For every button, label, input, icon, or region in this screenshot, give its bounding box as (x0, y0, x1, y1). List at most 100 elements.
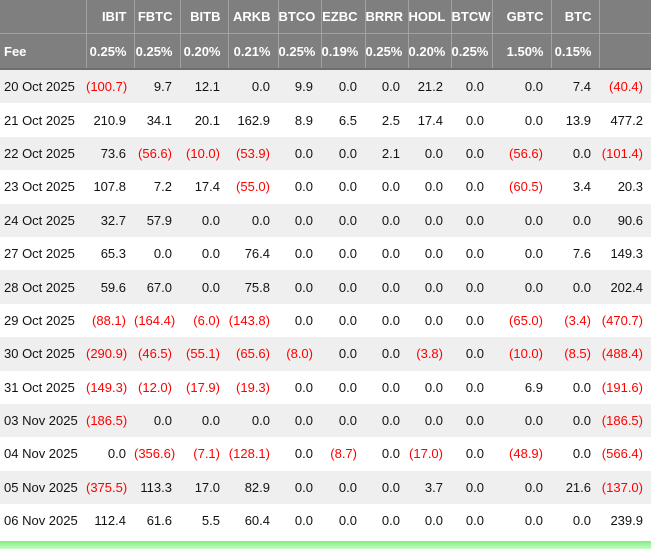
ticker-header-row: IBIT FBTC BITB ARKB BTCO EZBC BRRR HODL BTCW GBTC… (0, 0, 651, 34)
total-cell: (191.6) (601, 379, 643, 395)
flow-cell: (186.5) (86, 413, 128, 429)
column-header-btco: BTCO (277, 0, 322, 34)
flow-cell: 0.0 (338, 379, 357, 395)
flow-cell: (8.7) (330, 446, 357, 462)
flow-cell: 0.0 (524, 112, 543, 128)
flow-cell: 73.6 (100, 145, 126, 161)
date-cell: 06 Nov 2025 (4, 513, 78, 529)
flow-cell: 0.0 (294, 312, 313, 328)
flow-cell: 76.4 (244, 246, 270, 262)
column-header-bitb: BITB (179, 0, 229, 34)
flow-cell: 2.5 (381, 112, 400, 128)
flow-cell: 0.0 (524, 279, 543, 295)
flow-cell: 34.1 (146, 112, 172, 128)
flow-cell: 0.0 (107, 446, 126, 462)
flow-cell: 0.0 (524, 246, 543, 262)
flow-cell: 0.0 (465, 413, 484, 429)
total-cell: (40.4) (609, 79, 643, 95)
flow-cell: 0.0 (338, 79, 357, 95)
flow-cell: 0.0 (381, 312, 400, 328)
table-body: 20 Oct 2025 (100.7) 9.7 12.1 0.0 9.9 0.0 0.0 21.… (0, 69, 651, 538)
flow-cell: 0.0 (465, 212, 484, 228)
flow-cell: 0.0 (465, 379, 484, 395)
total-cell: 149.3 (610, 246, 643, 262)
flow-cell: 0.0 (338, 413, 357, 429)
flow-cell: 0.0 (381, 212, 400, 228)
flow-cell: (7.1) (193, 446, 220, 462)
etf-flows-table: IBIT FBTC BITB ARKB BTCO EZBC BRRR HODL BTCW GBTC… (0, 0, 651, 538)
fee-cell: 0.25% (364, 33, 409, 70)
flow-cell: 0.0 (572, 279, 591, 295)
date-cell: 21 Oct 2025 (4, 112, 75, 128)
flow-cell: 210.9 (93, 112, 126, 128)
table-row: 20 Oct 2025 (100.7) 9.7 12.1 0.0 9.9 0.0 0.0 21.… (0, 69, 651, 104)
column-header-fbtc: FBTC (133, 0, 181, 34)
flow-cell: 0.0 (381, 246, 400, 262)
flow-cell: (290.9) (86, 346, 128, 362)
flow-cell: 0.0 (524, 79, 543, 95)
flow-cell: 0.0 (294, 446, 313, 462)
flow-cell: 0.0 (338, 179, 357, 195)
flow-cell: 32.7 (100, 212, 126, 228)
flow-cell: 60.4 (244, 513, 270, 529)
flow-cell: (55.0) (236, 179, 270, 195)
total-cell: (137.0) (601, 479, 643, 495)
flow-cell: (55.1) (186, 346, 220, 362)
date-cell: 23 Oct 2025 (4, 179, 75, 195)
flow-cell: 6.9 (524, 379, 543, 395)
flow-cell: 0.0 (424, 312, 443, 328)
flow-cell: 0.0 (465, 145, 484, 161)
flow-cell: 0.0 (424, 513, 443, 529)
flow-cell: 0.0 (338, 279, 357, 295)
flow-cell: 17.0 (194, 479, 220, 495)
flow-cell: 2.1 (381, 145, 400, 161)
total-cell: 202.4 (610, 279, 643, 295)
flow-cell: 67.0 (146, 279, 172, 295)
table-row: 04 Nov 2025 0.0 (356.6) (7.1) (128.1) 0.0 (8.7… (0, 437, 651, 471)
flow-cell: 0.0 (294, 279, 313, 295)
flow-cell: 0.0 (424, 179, 443, 195)
flow-cell: (8.0) (286, 346, 313, 362)
flow-cell: (3.4) (564, 312, 591, 328)
flow-cell: 0.0 (201, 413, 220, 429)
flow-cell: 21.6 (565, 479, 591, 495)
column-header-brrr: BRRR (364, 0, 409, 34)
flow-cell: 3.7 (424, 479, 443, 495)
flow-cell: 0.0 (338, 212, 357, 228)
flow-cell: 0.0 (572, 212, 591, 228)
flow-cell: (10.0) (509, 346, 543, 362)
flow-cell: 0.0 (381, 346, 400, 362)
flow-cell: 0.0 (465, 346, 484, 362)
flow-cell: 17.4 (194, 179, 220, 195)
flow-cell: 0.0 (338, 145, 357, 161)
flow-cell: 0.0 (294, 179, 313, 195)
total-cell: (186.5) (601, 413, 643, 429)
flow-cell: 0.0 (153, 413, 172, 429)
table-row: 31 Oct 2025 (149.3) (12.0) (17.9) (19.3) 0.0 0… (0, 370, 651, 404)
flow-cell: 0.0 (201, 279, 220, 295)
flow-cell: 0.0 (381, 379, 400, 395)
date-cell: 22 Oct 2025 (4, 145, 75, 161)
flow-cell: (56.6) (509, 145, 543, 161)
flow-cell: 6.5 (338, 112, 357, 128)
flow-cell: 0.0 (294, 379, 313, 395)
column-header-btc: BTC (550, 0, 600, 34)
flow-cell: 3.4 (572, 179, 591, 195)
fee-row: Fee 0.25% 0.25% 0.20% 0.21% 0.25% 0.19% 0.25% 0.… (0, 33, 651, 70)
table-row: 05 Nov 2025 (375.5) 113.3 17.0 82.9 0.0 0.0 0.0… (0, 470, 651, 505)
flow-cell: (100.7) (86, 79, 128, 95)
flow-cell: (56.6) (138, 145, 172, 161)
fee-cell: 0.25% (450, 33, 493, 70)
flow-cell: 17.4 (417, 112, 443, 128)
flow-cell: 8.9 (294, 112, 313, 128)
flow-cell: 112.4 (94, 513, 126, 529)
flow-cell: 0.0 (381, 513, 400, 529)
column-header-blank (0, 0, 87, 34)
date-cell: 29 Oct 2025 (4, 312, 75, 328)
flow-cell: 0.0 (381, 446, 400, 462)
flow-cell: 0.0 (424, 413, 443, 429)
flow-cell: (46.5) (138, 346, 172, 362)
flow-cell: 0.0 (381, 413, 400, 429)
flow-cell: 0.0 (381, 279, 400, 295)
